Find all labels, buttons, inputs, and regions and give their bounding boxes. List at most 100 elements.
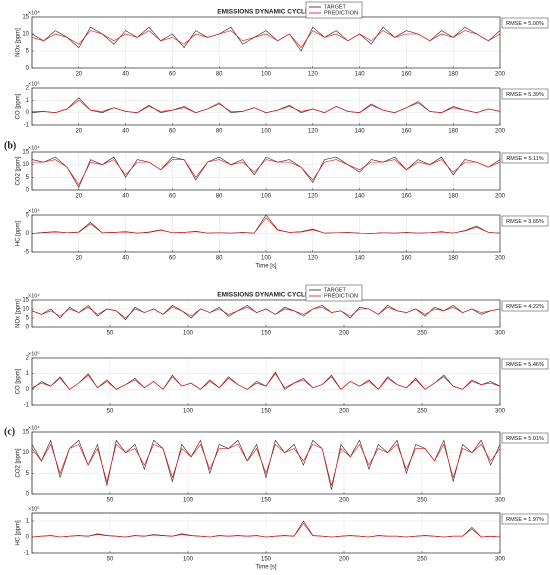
- y-tick-label: 0: [26, 325, 30, 331]
- x-tick-label: 100: [183, 498, 194, 504]
- y-tick-label: 1: [26, 519, 30, 525]
- panel-label: (b): [4, 140, 16, 151]
- y-tick-label: 5: [26, 213, 30, 219]
- y-tick-label: 0: [26, 535, 30, 541]
- annotation-box: [501, 88, 549, 100]
- legend-box: [305, 284, 363, 302]
- y-tick-label: -1: [24, 403, 30, 409]
- legend-label: PREDICTION: [324, 10, 358, 16]
- annotation-box: [501, 152, 549, 164]
- y-tick-label: -1: [24, 551, 30, 557]
- annotation-box: [501, 300, 549, 312]
- y-tick-label: 5: [26, 316, 30, 322]
- y-exponent: ×10⁵: [28, 350, 40, 357]
- y-exponent: ×10⁴: [28, 292, 40, 299]
- annotation: RMSE = 5.01%: [506, 436, 544, 442]
- annotation-box: [501, 215, 549, 227]
- x-tick-label: 100: [261, 72, 272, 78]
- x-tick-label: 100: [183, 409, 194, 415]
- y-exponent: ×10⁵: [28, 80, 40, 87]
- y-tick-label: -5: [24, 250, 30, 256]
- x-tick-label: 250: [417, 498, 428, 504]
- legend-label: PREDICTION: [324, 293, 358, 299]
- x-tick-label: 80: [216, 256, 223, 262]
- y-axis-label: CO2 [ppm]: [16, 448, 22, 477]
- series-line: [31, 522, 501, 538]
- x-tick-label: 300: [495, 498, 506, 504]
- y-exponent: ×10⁴: [28, 207, 40, 214]
- x-tick-label: 80: [216, 194, 223, 200]
- y-exponent: ×10⁵: [28, 505, 40, 512]
- annotation-box: [501, 17, 549, 29]
- y-axis-label: CO [ppm]: [16, 93, 22, 119]
- x-tick-label: 100: [261, 194, 272, 200]
- x-tick-label: 200: [495, 72, 506, 78]
- plot-border: [31, 214, 501, 253]
- x-tick-label: 200: [339, 331, 350, 337]
- series-line: [31, 217, 501, 234]
- series-line: [31, 156, 501, 189]
- plot-border: [31, 512, 501, 554]
- x-tick-label: 40: [122, 129, 129, 135]
- y-tick-label: 0: [26, 387, 30, 393]
- x-tick-label: 100: [183, 331, 194, 337]
- legend-box: [305, 1, 363, 19]
- y-axis-label: NOx [ppm]: [16, 299, 22, 328]
- series-line: [31, 443, 501, 486]
- annotation-box: [501, 513, 549, 525]
- x-tick-label: 140: [355, 256, 366, 262]
- chart-title: EMISSIONS DYNAMIC CYCLE 3: [217, 292, 315, 299]
- x-axis-label: Time [s]: [255, 264, 276, 270]
- x-tick-label: 60: [169, 194, 176, 200]
- x-tick-label: 50: [107, 331, 114, 337]
- y-tick-label: -1: [24, 123, 30, 129]
- y-tick-label: 2: [26, 356, 30, 362]
- x-tick-label: 150: [261, 331, 272, 337]
- x-tick-label: 40: [122, 72, 129, 78]
- panel-label: (c): [4, 426, 15, 437]
- y-tick-label: 15: [22, 430, 29, 436]
- x-tick-label: 180: [448, 194, 459, 200]
- series-line: [32, 99, 501, 113]
- x-tick-label: 20: [75, 72, 82, 78]
- x-tick-label: 300: [495, 331, 506, 337]
- legend-label: TARGET: [324, 287, 347, 293]
- plot-border: [31, 299, 501, 328]
- x-tick-label: 180: [448, 129, 459, 135]
- plot-border: [31, 151, 501, 191]
- y-tick-label: 5: [26, 175, 30, 181]
- y-tick-label: 15: [22, 150, 29, 156]
- x-tick-label: 100: [261, 256, 272, 262]
- plot-border: [31, 16, 501, 69]
- y-tick-label: 10: [22, 162, 29, 168]
- legend-label: TARGET: [324, 4, 347, 10]
- y-axis-label: HC [ppm]: [16, 520, 22, 546]
- annotation: RMSE = 5.11%: [506, 156, 543, 162]
- y-tick-label: 0: [26, 231, 30, 237]
- x-tick-label: 80: [216, 72, 223, 78]
- x-tick-label: 160: [401, 129, 412, 135]
- x-axis-label: Time [s]: [255, 565, 276, 571]
- x-tick-label: 160: [401, 194, 412, 200]
- x-tick-label: 140: [355, 129, 366, 135]
- x-tick-label: 50: [107, 409, 114, 415]
- series-line: [31, 439, 501, 490]
- y-axis-label: CO2 [ppm]: [16, 156, 22, 185]
- x-tick-label: 40: [122, 256, 129, 262]
- x-tick-label: 200: [495, 129, 506, 135]
- x-tick-label: 300: [495, 557, 506, 563]
- x-tick-label: 20: [75, 129, 82, 135]
- y-axis-label: NOx [ppm]: [16, 28, 22, 57]
- x-tick-label: 160: [401, 72, 412, 78]
- plot-border: [31, 431, 501, 495]
- annotation: RMSE = 4.22%: [506, 304, 544, 310]
- series-line: [32, 159, 501, 186]
- x-tick-label: 300: [495, 409, 506, 415]
- x-tick-label: 150: [261, 409, 272, 415]
- y-tick-label: 5: [26, 49, 30, 55]
- annotation: RMSE = 5.46%: [506, 362, 544, 368]
- x-tick-label: 100: [261, 129, 272, 135]
- x-tick-label: 50: [107, 557, 114, 563]
- x-tick-label: 180: [448, 256, 459, 262]
